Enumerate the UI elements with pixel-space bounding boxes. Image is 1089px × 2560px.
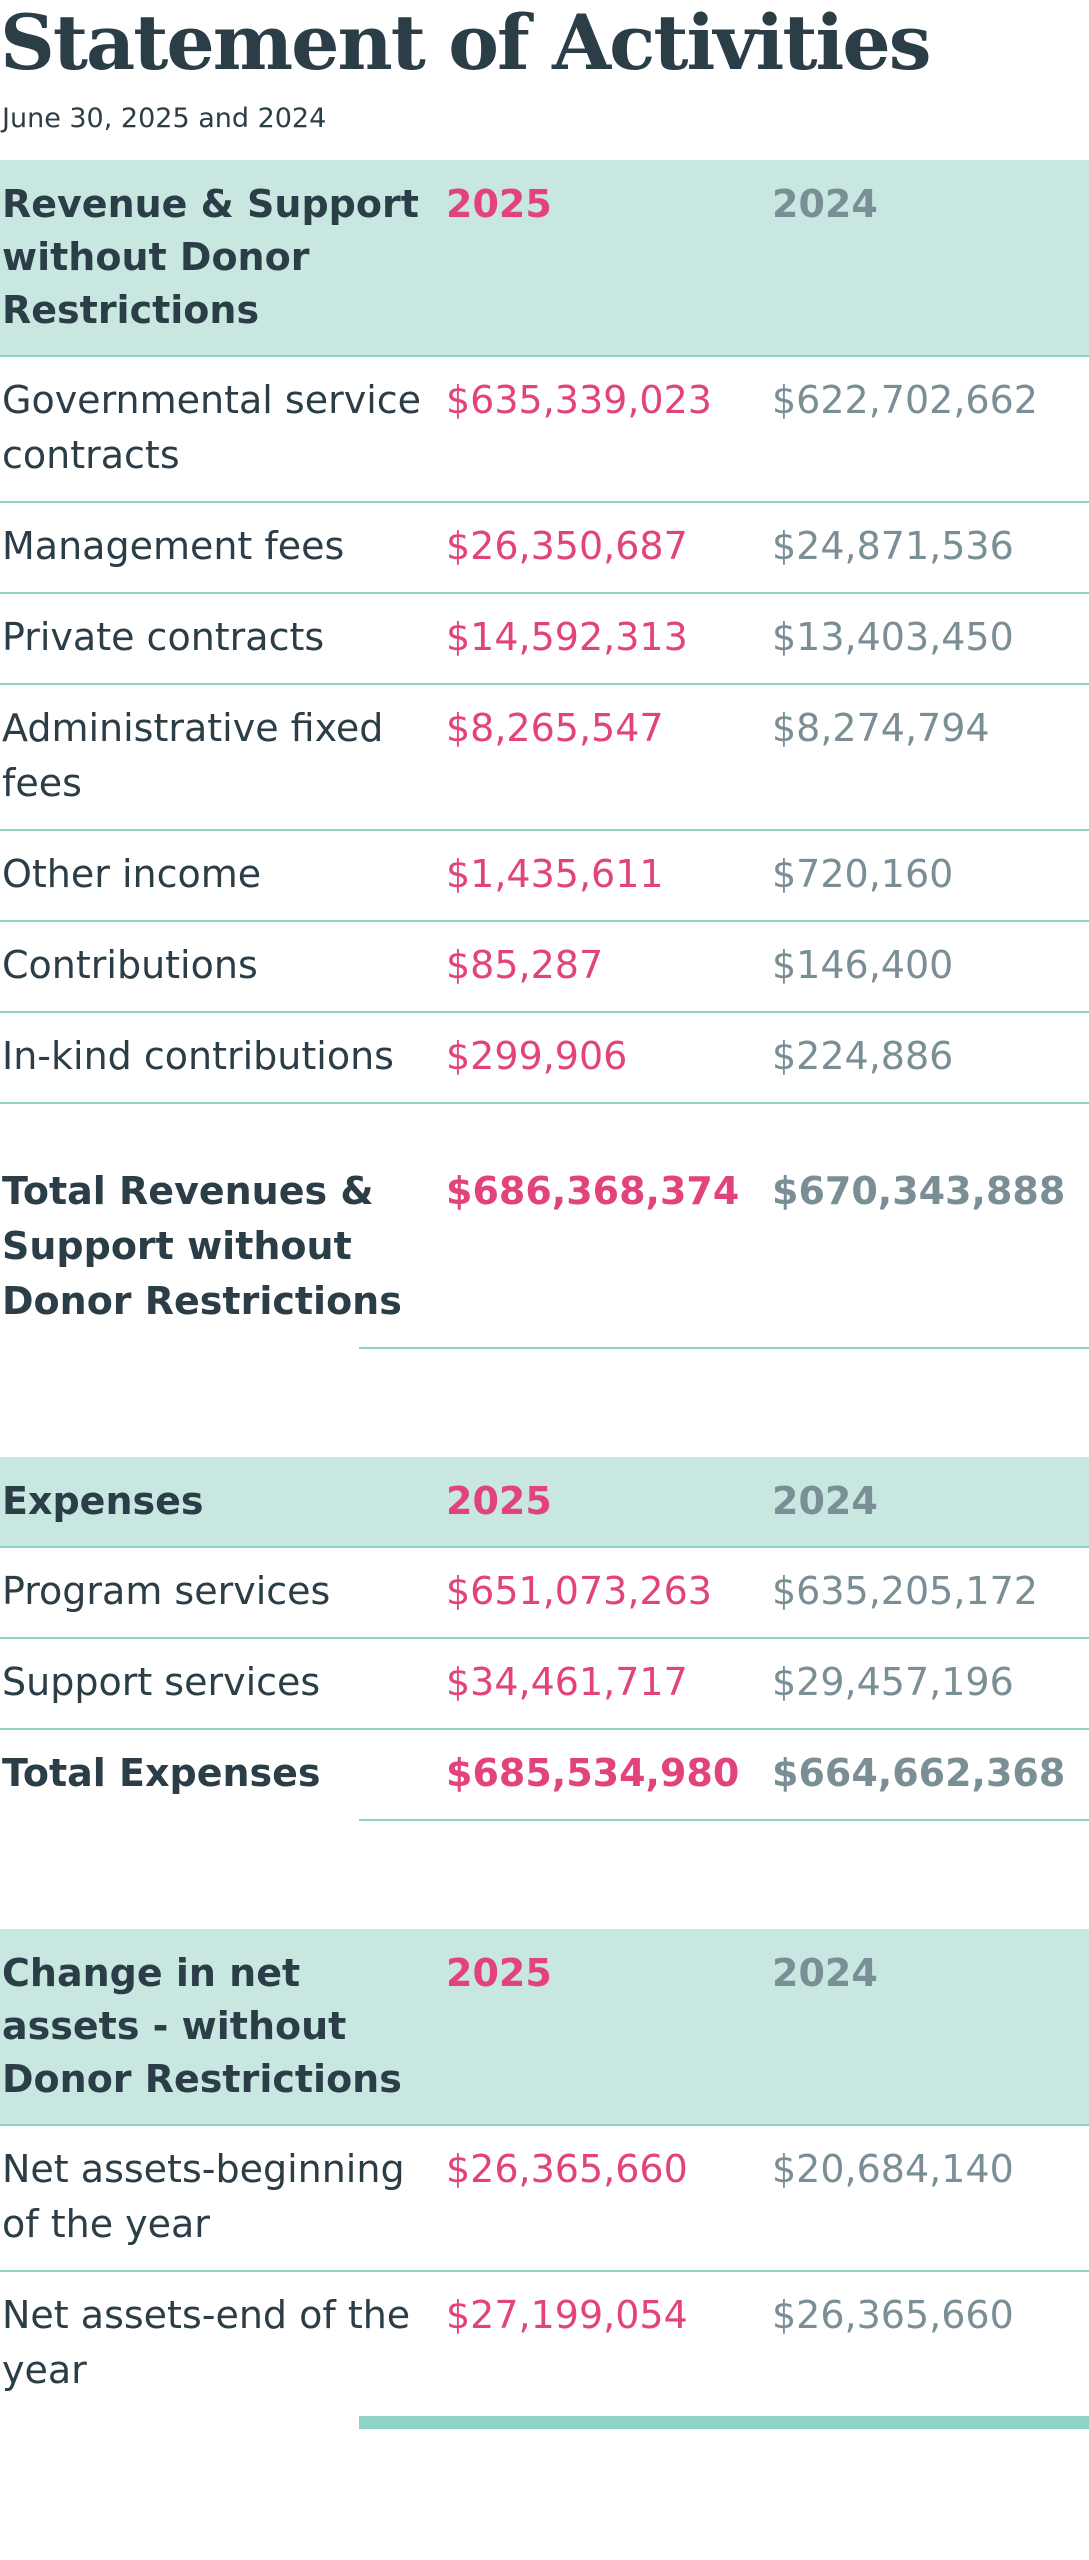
value-2024: $720,160 xyxy=(772,852,954,896)
value-2024: $8,274,794 xyxy=(772,706,990,750)
header-row: Change in net assets - without Donor Res… xyxy=(0,1929,1089,2126)
value-2025: $686,368,374 xyxy=(446,1169,740,1213)
value-2024: 2024 xyxy=(772,182,878,226)
rule xyxy=(359,1347,1089,1349)
row-label: Administrative fixed fees xyxy=(2,706,384,805)
row-label: Support services xyxy=(2,1660,321,1704)
section: Revenue & Support without Donor Restrict… xyxy=(0,160,1089,1349)
value-2024: $622,702,662 xyxy=(772,378,1038,422)
value-2025: $8,265,547 xyxy=(446,706,664,750)
value-2025: $299,906 xyxy=(446,1034,628,1078)
total-row: Total Revenues & Support without Donor R… xyxy=(0,1104,1089,1347)
value-2025: $14,592,313 xyxy=(446,615,688,659)
value-2025: 2025 xyxy=(446,1479,552,1523)
value-2025: $26,350,687 xyxy=(446,524,688,568)
row-label: Change in net assets - without Donor Res… xyxy=(2,1951,402,2101)
total-row: Total Expenses $685,534,980 $664,662,368 xyxy=(0,1730,1089,1819)
row-label: Expenses xyxy=(2,1479,204,1523)
row-label: Private contracts xyxy=(2,615,325,659)
statement: Revenue & Support without Donor Restrict… xyxy=(0,160,1089,2429)
row-label: Governmental service contracts xyxy=(2,378,422,477)
table-row: Private contracts $14,592,313 $13,403,450 xyxy=(0,594,1089,685)
row-label: Program services xyxy=(2,1569,331,1613)
value-2024: 2024 xyxy=(772,1951,878,1995)
value-2025: $635,339,023 xyxy=(446,378,712,422)
table-row: Management fees $26,350,687 $24,871,536 xyxy=(0,503,1089,594)
value-2024: $146,400 xyxy=(772,943,954,987)
table-row: Governmental service contracts $635,339,0… xyxy=(0,357,1089,503)
row-label: Net assets-end of the year xyxy=(2,2293,411,2392)
value-2025: $1,435,611 xyxy=(446,852,664,896)
header-row: Expenses 2025 2024 xyxy=(0,1457,1089,1548)
value-2024: $670,343,888 xyxy=(772,1169,1066,1213)
table-row: Other income $1,435,611 $720,160 xyxy=(0,831,1089,922)
row-label: Other income xyxy=(2,852,262,896)
value-2024: $13,403,450 xyxy=(772,615,1014,659)
value-2024: $224,886 xyxy=(772,1034,954,1078)
value-2025: $85,287 xyxy=(446,943,604,987)
value-2025: $651,073,263 xyxy=(446,1569,712,1613)
value-2024: $635,205,172 xyxy=(772,1569,1038,1613)
table-row: In-kind contributions $299,906 $224,886 xyxy=(0,1013,1089,1104)
table-row: Program services $651,073,263 $635,205,172 xyxy=(0,1548,1089,1639)
value-2025: $34,461,717 xyxy=(446,1660,688,1704)
value-2024: $26,365,660 xyxy=(772,2293,1014,2337)
section: Change in net assets - without Donor Res… xyxy=(0,1929,1089,2429)
row-label: Contributions xyxy=(2,943,258,987)
table-row: Support services $34,461,717 $29,457,196 xyxy=(0,1639,1089,1730)
value-2025: 2025 xyxy=(446,1951,552,1995)
row-label: Revenue & Support without Donor Restrict… xyxy=(2,182,419,332)
row-label: Total Revenues & Support without Donor R… xyxy=(2,1169,402,1323)
table-row: Contributions $85,287 $146,400 xyxy=(0,922,1089,1013)
value-2025: $26,365,660 xyxy=(446,2147,688,2191)
header-row: Revenue & Support without Donor Restrict… xyxy=(0,160,1089,357)
row-label: Net assets-beginning of the year xyxy=(2,2147,405,2246)
section: Expenses 2025 2024 Program services $651,073… xyxy=(0,1457,1089,1821)
bar xyxy=(359,2416,1089,2429)
value-2024: $664,662,368 xyxy=(772,1751,1066,1795)
subtitle: June 30, 2025 and 2024 xyxy=(2,103,327,134)
value-2025: $27,199,054 xyxy=(446,2293,688,2337)
value-2024: 2024 xyxy=(772,1479,878,1523)
value-2024: $29,457,196 xyxy=(772,1660,1014,1704)
row-label: Management fees xyxy=(2,524,345,568)
table-row: Administrative fixed fees $8,265,547 $8,27… xyxy=(0,685,1089,831)
row-label: Total Expenses xyxy=(2,1751,321,1795)
value-2025: $685,534,980 xyxy=(446,1751,740,1795)
row-label: In-kind contributions xyxy=(2,1034,394,1078)
rule xyxy=(359,1819,1089,1821)
value-2025: 2025 xyxy=(446,182,552,226)
table-row: Net assets-end of the year $27,199,054 $26… xyxy=(0,2272,1089,2416)
value-2024: $20,684,140 xyxy=(772,2147,1014,2191)
value-2024: $24,871,536 xyxy=(772,524,1014,568)
table-row: Net assets-beginning of the year $26,365,… xyxy=(0,2126,1089,2272)
title: Statement of Activities xyxy=(0,0,932,87)
